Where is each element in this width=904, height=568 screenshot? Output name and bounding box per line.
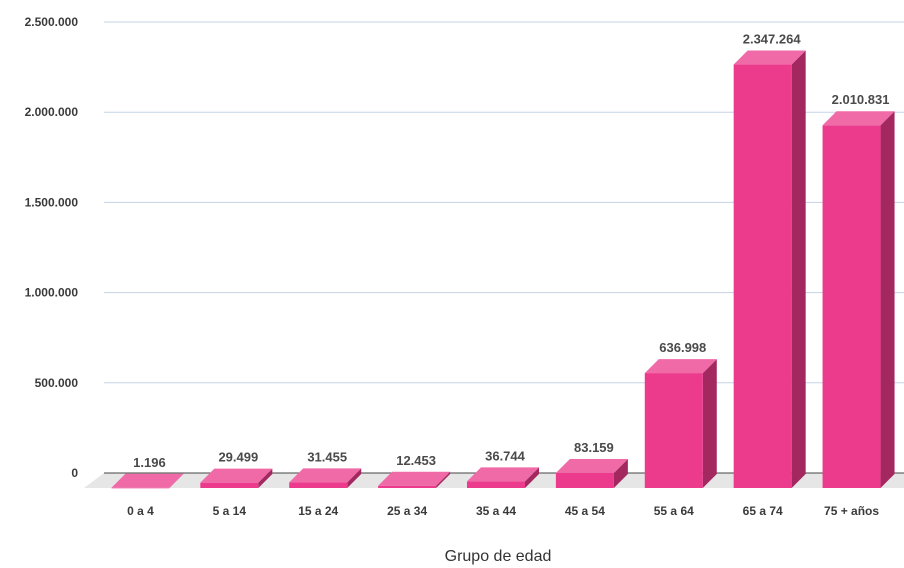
bar-front xyxy=(822,125,881,488)
x-category-label: 25 a 34 xyxy=(387,504,427,518)
bar-value-label: 12.453 xyxy=(396,453,436,468)
bar-top xyxy=(733,50,806,65)
bar-top xyxy=(644,359,717,374)
bar-top xyxy=(111,473,184,488)
bar: 636.998 xyxy=(644,340,717,488)
bar-front xyxy=(555,472,614,488)
bar: 36.744 xyxy=(467,448,539,488)
bar: 2.010.831 xyxy=(822,92,895,488)
bar-front xyxy=(733,64,792,488)
y-tick-label: 2.500.000 xyxy=(25,15,79,29)
bar-value-label: 2.347.264 xyxy=(743,32,802,47)
bar-top xyxy=(200,468,273,483)
x-category-label: 65 a 74 xyxy=(743,504,783,518)
bar-front xyxy=(200,482,259,488)
bar-value-label: 36.744 xyxy=(485,448,526,463)
bar-value-label: 83.159 xyxy=(574,440,614,455)
bar-side xyxy=(525,467,539,488)
bar: 31.455 xyxy=(289,449,362,488)
bar: 29.499 xyxy=(200,450,273,488)
y-tick-label: 1.500.000 xyxy=(25,195,79,209)
bar-side xyxy=(702,359,717,488)
bar-side xyxy=(880,111,895,488)
x-category-label: 15 a 24 xyxy=(298,504,338,518)
x-category-label: 55 a 64 xyxy=(654,504,694,518)
bar-front xyxy=(111,487,170,489)
bar-value-label: 2.010.831 xyxy=(832,92,890,107)
y-tick-label: 0 xyxy=(71,466,78,480)
bar-value-label: 31.455 xyxy=(307,449,347,464)
bar-side xyxy=(258,468,273,488)
bars: 1.196 29.499 31.455 12.453 36.744 83.159 636.9… xyxy=(111,32,895,489)
bar-top xyxy=(555,458,628,473)
bar: 2.347.264 xyxy=(733,32,806,488)
bar: 12.453 xyxy=(378,453,451,488)
bar-top xyxy=(822,111,895,126)
bar-front xyxy=(644,373,703,488)
bar-top xyxy=(378,471,451,486)
bar: 1.196 xyxy=(111,455,184,489)
bar-front xyxy=(378,485,437,488)
bar-top xyxy=(467,467,539,482)
x-axis-title: Grupo de edad xyxy=(445,548,552,565)
bar-side xyxy=(169,473,184,488)
y-tick-label: 500.000 xyxy=(35,376,79,390)
x-axis-categories: 0 a 4 5 a 14 15 a 24 25 a 34 35 a 44 45 a 54 5… xyxy=(127,504,879,518)
bar-side xyxy=(791,50,806,488)
bar-side xyxy=(436,471,451,488)
bar-side xyxy=(613,458,628,488)
x-category-label: 45 a 54 xyxy=(565,504,605,518)
bar-front xyxy=(467,481,525,488)
bar-side xyxy=(347,468,362,488)
x-category-label: 35 a 44 xyxy=(476,504,516,518)
y-axis-ticks: 0 500.000 1.000.000 1.500.000 2.000.000 2.500… xyxy=(25,15,79,480)
bar-front xyxy=(289,482,348,488)
bar-value-label: 636.998 xyxy=(659,340,706,355)
bar-value-label: 1.196 xyxy=(133,455,166,470)
x-category-label: 75 + años xyxy=(824,504,879,518)
x-category-label: 0 a 4 xyxy=(127,504,154,518)
bar: 83.159 xyxy=(555,440,628,488)
x-category-label: 5 a 14 xyxy=(213,504,247,518)
bar-value-label: 29.499 xyxy=(218,450,258,465)
bar-top xyxy=(289,468,362,483)
y-tick-label: 2.000.000 xyxy=(25,105,79,119)
y-tick-label: 1.000.000 xyxy=(25,286,79,300)
